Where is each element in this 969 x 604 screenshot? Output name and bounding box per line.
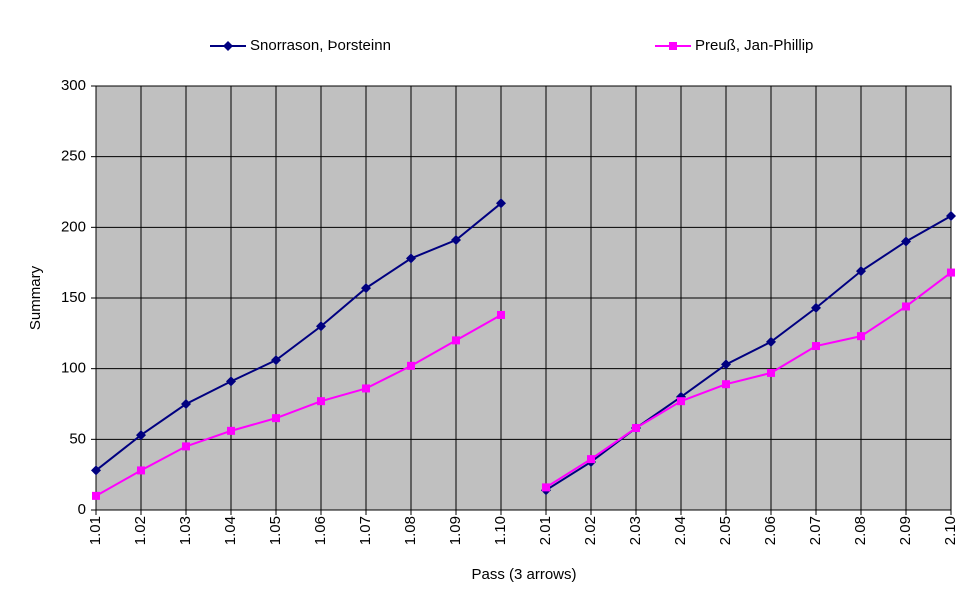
point [587,455,595,464]
legend-marker [223,41,233,51]
point [811,302,821,313]
point [766,336,776,347]
point [677,397,685,406]
y-tick-label: 100 [61,360,86,377]
point [272,414,280,423]
legend-marker [669,42,677,50]
x-tick-label: 2.04 [672,516,689,545]
point [136,430,146,441]
point [856,266,866,277]
x-tick-label: 2.06 [762,516,779,545]
point [137,466,145,475]
point [722,380,730,389]
point [497,310,505,319]
point [721,359,731,370]
x-tick-label: 2.07 [807,516,824,545]
y-tick-label: 300 [61,77,86,94]
point [182,442,190,451]
x-tick-label: 2.08 [852,516,869,545]
series-line [95,314,502,497]
x-tick-label: 1.03 [177,516,194,545]
point [632,424,640,433]
point [902,302,910,311]
point [271,355,281,366]
legend-label: Snorrason, Þorsteinn [250,37,391,54]
point [92,491,100,500]
x-tick-label: 2.10 [942,516,959,545]
x-tick-label: 2.03 [627,516,644,545]
point [812,342,820,351]
x-tick-label: 2.01 [537,516,554,545]
y-tick-label: 50 [69,430,86,447]
point [857,332,865,341]
plot-border [95,85,952,511]
x-tick-label: 1.07 [357,516,374,545]
y-tick-label: 200 [61,218,86,235]
point [542,483,550,492]
point [947,268,955,277]
legend-label: Preuß, Jan-Phillip [695,37,813,54]
point [407,361,415,370]
x-tick-label: 1.10 [492,516,509,545]
x-tick-label: 2.09 [897,516,914,545]
series-line [545,215,952,492]
y-tick-label: 0 [78,501,86,518]
point [901,236,911,247]
point [452,336,460,345]
x-tick-label: 1.05 [267,516,284,545]
x-tick-label: 1.06 [312,516,329,545]
point [181,399,191,409]
point [946,211,956,222]
x-tick-label: 2.02 [582,516,599,545]
y-tick-label: 250 [61,148,86,165]
y-tick-label: 150 [61,289,86,306]
x-tick-label: 1.01 [87,516,104,545]
point [496,198,506,209]
point [91,465,101,476]
x-tick-label: 1.09 [447,516,464,545]
point [406,253,416,264]
point [451,235,461,246]
x-tick-label: 2.05 [717,516,734,545]
x-tick-label: 1.08 [402,516,419,545]
point [767,368,775,377]
point [226,376,236,387]
point [317,397,325,406]
point [361,283,371,294]
point [362,384,370,393]
x-axis-title: Pass (3 arrows) [471,566,576,583]
point [227,426,235,435]
series-line [545,271,952,489]
point [316,321,326,332]
y-axis-title: Summary [27,265,44,330]
x-tick-label: 1.04 [222,516,239,545]
x-tick-label: 1.02 [132,516,149,545]
series-line [95,202,502,472]
